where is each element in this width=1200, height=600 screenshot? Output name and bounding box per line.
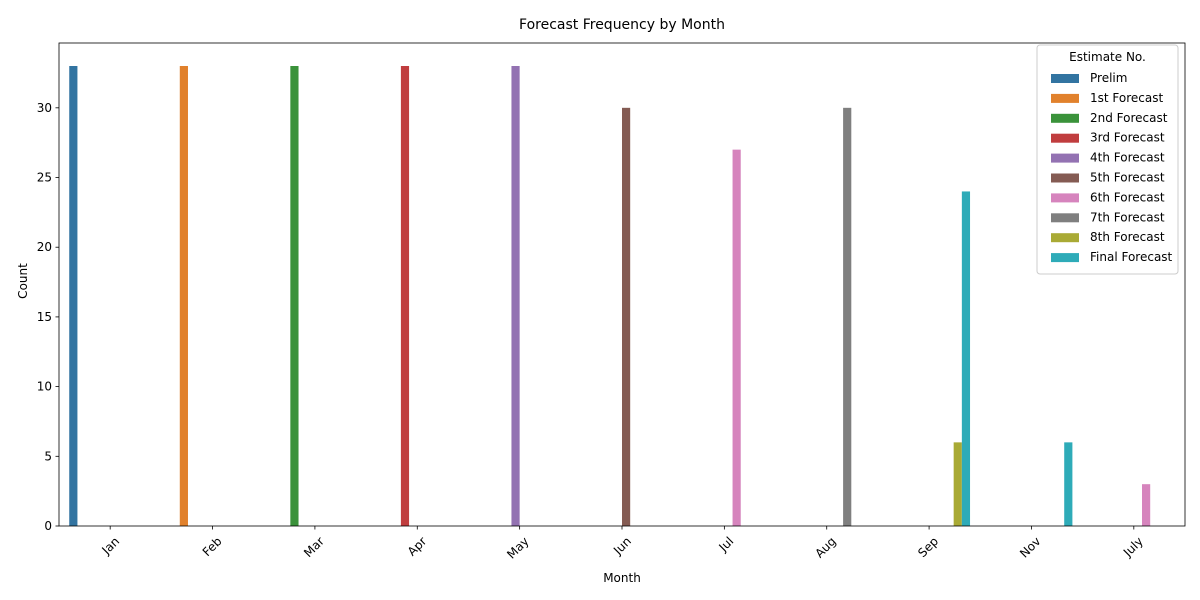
legend-swatch	[1051, 113, 1079, 123]
bar-sep-8th-forecast	[953, 442, 962, 526]
legend-swatch	[1051, 193, 1079, 203]
bar-jun-5th-forecast	[622, 107, 631, 526]
legend: Estimate No. Prelim 1st Forecast 2nd Foreca…	[1036, 44, 1179, 275]
y-tick-label: 15	[37, 310, 52, 324]
bar-mar-2nd-forecast	[290, 66, 299, 526]
y-tick-label: 0	[44, 519, 52, 533]
bar-aug-7th-forecast	[843, 107, 852, 526]
y-tick-label: 20	[37, 240, 52, 254]
y-tick-label: 5	[44, 449, 52, 463]
legend-swatch	[1051, 173, 1079, 183]
legend-swatch	[1051, 253, 1079, 263]
x-axis-title: Month	[603, 571, 641, 585]
legend-label: 4th Forecast	[1090, 151, 1165, 165]
legend-label: Final Forecast	[1090, 250, 1173, 264]
legend-label: Prelim	[1090, 71, 1127, 85]
legend-swatch	[1051, 74, 1079, 83]
y-tick-label: 25	[37, 171, 52, 185]
legend-swatch	[1051, 133, 1079, 143]
legend-title: Estimate No.	[1069, 50, 1146, 64]
y-tick-label: 10	[37, 380, 52, 394]
legend-label: 6th Forecast	[1090, 190, 1165, 204]
legend-swatch	[1051, 213, 1079, 223]
bar-jul-6th-forecast	[732, 149, 741, 526]
legend-label: 3rd Forecast	[1090, 131, 1165, 145]
legend-label: 8th Forecast	[1090, 230, 1165, 244]
bar-apr-3rd-forecast	[400, 66, 410, 526]
y-axis-title: Count	[16, 263, 30, 299]
bar-feb-1st-forecast	[179, 66, 188, 526]
y-tick-label: 30	[37, 101, 52, 115]
legend-swatch	[1051, 93, 1079, 103]
chart-title: Forecast Frequency by Month	[519, 17, 725, 33]
bar-may-4th-forecast	[511, 66, 520, 526]
legend-swatch	[1051, 233, 1079, 243]
bar-sep-final-forecast	[961, 191, 971, 526]
bar-nov-final-forecast	[1064, 442, 1073, 526]
bar-jan-prelim	[69, 66, 78, 526]
legend-label: 1st Forecast	[1090, 91, 1163, 105]
legend-swatch	[1051, 153, 1079, 163]
legend-label: 2nd Forecast	[1090, 111, 1168, 125]
bar-july-6th-forecast	[1142, 484, 1151, 526]
legend-label: 5th Forecast	[1090, 171, 1165, 185]
legend-label: 7th Forecast	[1090, 210, 1165, 224]
